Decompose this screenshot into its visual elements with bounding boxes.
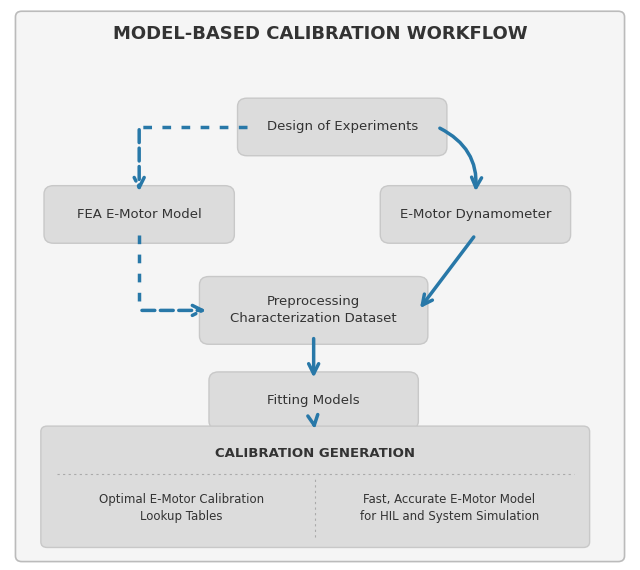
Text: FEA E-Motor Model: FEA E-Motor Model (77, 208, 202, 221)
Text: Fitting Models: Fitting Models (268, 394, 360, 407)
FancyBboxPatch shape (237, 98, 447, 156)
FancyBboxPatch shape (15, 11, 625, 561)
Text: E-Motor Dynamometer: E-Motor Dynamometer (400, 208, 551, 221)
Text: MODEL-BASED CALIBRATION WORKFLOW: MODEL-BASED CALIBRATION WORKFLOW (113, 25, 527, 43)
Text: CALIBRATION GENERATION: CALIBRATION GENERATION (215, 447, 415, 459)
FancyBboxPatch shape (41, 426, 589, 547)
Text: Optimal E-Motor Calibration
Lookup Tables: Optimal E-Motor Calibration Lookup Table… (99, 493, 264, 523)
Text: Fast, Accurate E-Motor Model
for HIL and System Simulation: Fast, Accurate E-Motor Model for HIL and… (360, 493, 539, 523)
Text: Preprocessing
Characterization Dataset: Preprocessing Characterization Dataset (230, 295, 397, 325)
FancyBboxPatch shape (380, 186, 571, 243)
Text: Design of Experiments: Design of Experiments (267, 120, 418, 133)
FancyBboxPatch shape (200, 276, 428, 344)
FancyBboxPatch shape (44, 186, 234, 243)
FancyBboxPatch shape (209, 372, 419, 430)
